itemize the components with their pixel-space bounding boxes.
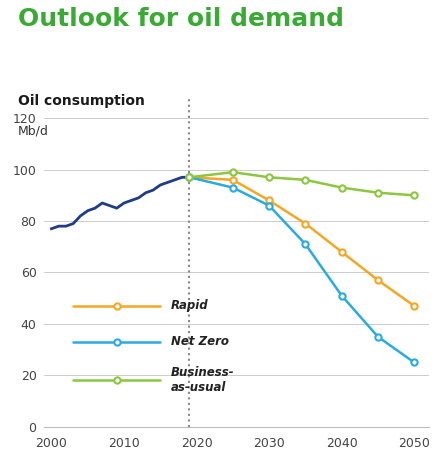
- Text: Outlook for oil demand: Outlook for oil demand: [18, 7, 344, 31]
- Text: Net Zero: Net Zero: [171, 335, 229, 348]
- Text: Rapid: Rapid: [171, 299, 209, 312]
- Text: Oil consumption: Oil consumption: [18, 94, 145, 108]
- Text: Business-
as-usual: Business- as-usual: [171, 366, 235, 394]
- Text: Mb/d: Mb/d: [18, 124, 49, 137]
